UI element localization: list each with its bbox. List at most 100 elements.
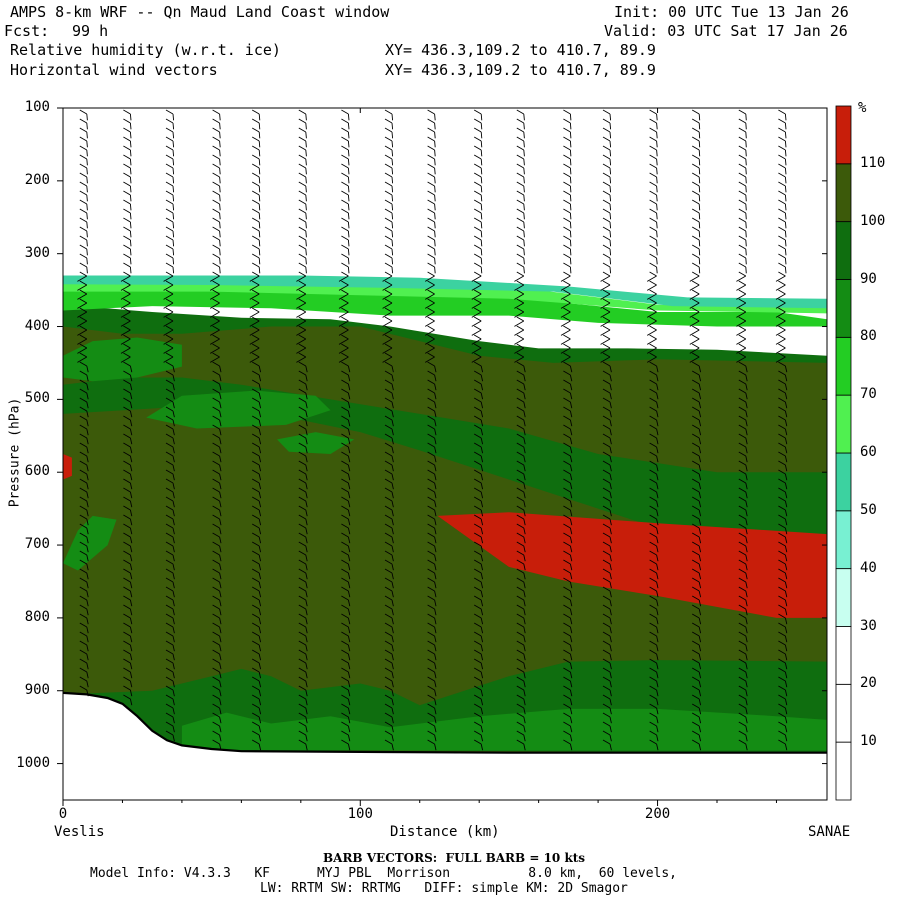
- wind-barb-flag: [427, 181, 435, 187]
- wind-barb: [745, 554, 748, 562]
- wind-barb: [219, 680, 222, 688]
- wind-barb: [382, 338, 393, 345]
- wind-barb-flag: [251, 298, 260, 304]
- wind-barb-flag: [563, 262, 571, 268]
- wind-barb-flag: [602, 424, 611, 430]
- wind-barb: [745, 257, 747, 265]
- wind-barb-flag: [427, 190, 435, 196]
- wind-barb: [172, 383, 175, 391]
- wind-barb: [609, 401, 612, 409]
- wind-barb: [689, 293, 700, 300]
- wind-barb-flag: [473, 118, 482, 124]
- wind-barb: [347, 239, 350, 247]
- wind-barb: [391, 671, 394, 679]
- colorbar-bin: [835, 683, 852, 743]
- wind-barb: [656, 194, 658, 202]
- wind-barb: [219, 743, 222, 751]
- wind-barb-flag: [649, 487, 657, 493]
- wind-barb: [382, 302, 393, 309]
- wind-barb: [523, 545, 526, 553]
- wind-barb-flag: [298, 640, 307, 646]
- colorbar-level-label: 80: [860, 328, 877, 345]
- wind-barb-flag: [427, 172, 435, 178]
- wind-barb: [656, 491, 659, 499]
- wind-barb-flag: [563, 199, 571, 205]
- wind-barb: [219, 617, 222, 625]
- wind-barb: [569, 707, 573, 715]
- wind-barb: [347, 410, 351, 418]
- wind-barb: [209, 320, 220, 327]
- terrain-mask: [63, 692, 827, 800]
- wind-barb: [305, 734, 308, 742]
- wind-barb-flag: [473, 280, 482, 286]
- wind-barb-flag: [427, 577, 435, 583]
- wind-barb-flag: [298, 658, 307, 664]
- wind-barb: [656, 716, 659, 724]
- wind-barb: [163, 329, 174, 336]
- wind-barb: [172, 437, 175, 445]
- wind-barb: [172, 131, 175, 139]
- wind-barb: [600, 320, 611, 327]
- wind-barb: [609, 212, 612, 220]
- wind-barb-flag: [738, 379, 747, 385]
- wind-barb-flag: [212, 613, 220, 619]
- wind-barb-flag: [251, 739, 260, 745]
- wind-barb-flag: [473, 739, 482, 745]
- wind-barb-flag: [427, 406, 435, 412]
- wind-barb: [480, 716, 484, 724]
- wind-barb: [569, 239, 572, 247]
- wind-barb-flag: [778, 361, 786, 367]
- wind-barb-flag: [691, 721, 700, 727]
- wind-barb-flag: [123, 406, 131, 412]
- wind-barb-flag: [212, 487, 220, 493]
- wind-barb: [86, 509, 89, 517]
- wind-barb: [172, 581, 175, 589]
- wind-barb-flag: [123, 361, 131, 367]
- wind-barb-flag: [563, 730, 571, 736]
- wind-barb: [689, 284, 700, 291]
- wind-barb-flag: [516, 469, 525, 475]
- wind-barb-flag: [427, 307, 435, 313]
- wind-barb-flag: [384, 541, 393, 547]
- wind-barb: [86, 149, 88, 157]
- wind-barb: [258, 167, 261, 175]
- wind-barb: [434, 158, 436, 166]
- wind-barb: [784, 662, 788, 670]
- wind-barb: [480, 572, 484, 580]
- wind-barb-flag: [123, 172, 131, 178]
- wind-barb: [745, 392, 748, 400]
- wind-barb-flag: [341, 505, 349, 511]
- wind-barb: [569, 455, 573, 463]
- wind-barb-flag: [212, 343, 220, 349]
- wind-barb: [434, 725, 437, 733]
- wind-barb-flag: [165, 649, 174, 655]
- wind-barb: [129, 149, 132, 157]
- wind-barb-flag: [165, 163, 174, 169]
- wind-barb: [656, 374, 659, 382]
- wind-barb-flag: [427, 361, 435, 367]
- wind-barb-flag: [473, 667, 482, 673]
- wind-barb-flag: [212, 163, 220, 169]
- wind-barb: [523, 257, 525, 265]
- wind-barb: [784, 689, 788, 697]
- wind-barb-flag: [778, 541, 786, 547]
- wind-barb: [86, 401, 89, 409]
- wind-barb: [569, 572, 573, 580]
- wind-barb-flag: [427, 523, 435, 529]
- wind-barb-flag: [384, 406, 393, 412]
- wind-barb: [609, 203, 612, 211]
- wind-barb-flag: [341, 541, 349, 547]
- wind-barb: [347, 158, 350, 166]
- wind-barb: [391, 644, 394, 652]
- wind-barb-flag: [563, 712, 571, 718]
- wind-barb: [698, 743, 702, 751]
- wind-barb-flag: [79, 649, 88, 655]
- wind-barb: [172, 716, 175, 724]
- wind-barb-flag: [738, 658, 747, 664]
- wind-barb-flag: [427, 109, 435, 115]
- wind-barb-flag: [473, 298, 482, 304]
- wind-barb: [569, 590, 573, 598]
- wind-barb: [86, 554, 89, 562]
- wind-barb: [698, 113, 701, 121]
- wind-barb-flag: [602, 361, 611, 367]
